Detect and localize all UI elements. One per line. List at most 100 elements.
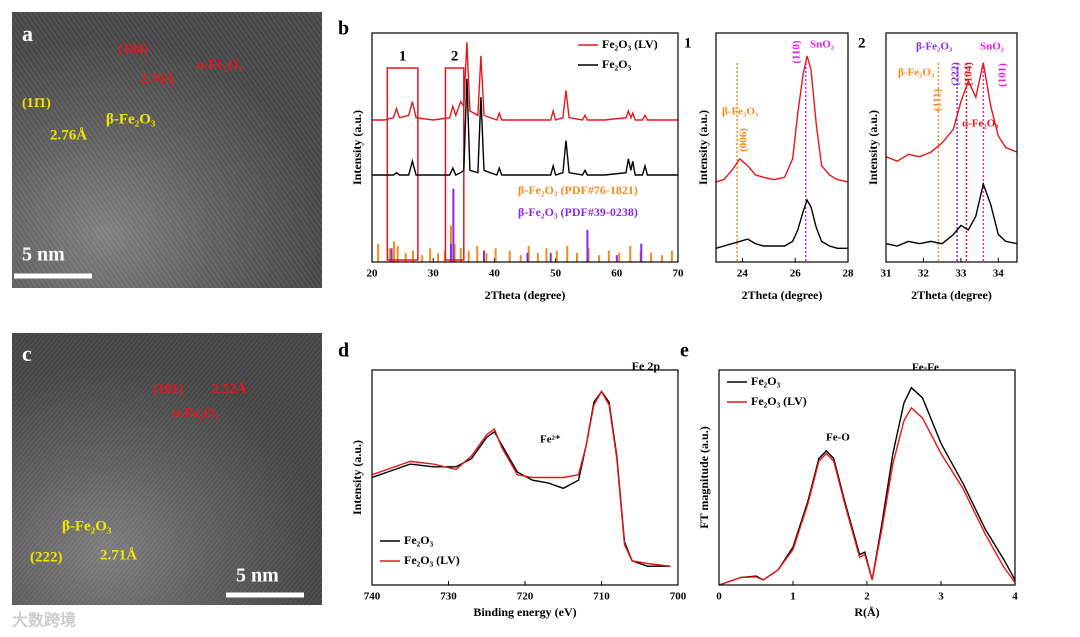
legend-label: Fe₂O₃ (LV) (404, 553, 460, 567)
tem-image-c (12, 333, 322, 605)
x-axis-label: 2Theta (degree) (911, 288, 992, 302)
chart-title: Fe 2p (632, 359, 661, 373)
annotation: (111) (932, 88, 944, 111)
x-tick-label: 700 (670, 591, 687, 603)
image-annotation: β-Fe₂O₃ (106, 111, 156, 127)
x-axis-label: 2Theta (degree) (742, 288, 823, 302)
x-tick-label: 720 (517, 591, 534, 603)
series-line (371, 390, 671, 567)
series-line (372, 78, 678, 176)
x-tick-label: 3 (938, 591, 944, 603)
plot-frame (885, 32, 1018, 263)
x-axis-label: R(Å) (854, 605, 879, 619)
legend-label: Fe₂O₃ (LV) (602, 37, 658, 51)
annotation: (006) (738, 128, 750, 152)
x-tick-label: 24 (737, 268, 749, 280)
image-annotation: 2.71Å (100, 547, 137, 563)
x-tick-label: 710 (593, 591, 610, 603)
image-annotation: (101) (153, 382, 184, 397)
annotation: β-Fe₂O₃ (916, 41, 953, 53)
image-annotation: 2.76Å (50, 127, 87, 143)
x-tick-label: 4 (1012, 591, 1018, 603)
annotation: β-Fe₂O₃ (722, 106, 759, 118)
annotation: (101) (997, 63, 1009, 87)
x-tick-label: 70 (673, 268, 685, 280)
image-annotation: 5 nm (236, 565, 279, 587)
reference-label: β-Fe₂O₃ (PDF#76-1821) (518, 183, 638, 197)
plot-frame (718, 369, 1016, 586)
series-line (718, 406, 1016, 586)
panel-label: d (338, 340, 349, 362)
annotation: Fe-O (826, 432, 850, 444)
x-tick-label: 26 (790, 268, 802, 280)
x-tick-label: 28 (843, 268, 855, 280)
image-annotation: 5 nm (22, 244, 65, 266)
annotation: (110) (791, 40, 803, 64)
x-tick-label: 31 (881, 268, 892, 280)
y-axis-label: Intensity (a.u.) (350, 110, 364, 185)
panel-label: e (680, 340, 689, 362)
image-annotation: α-Fe₂O₃ (196, 58, 243, 73)
x-tick-label: 34 (993, 268, 1005, 280)
annotation: (222) (950, 62, 962, 86)
annotation: SnO₂ (980, 41, 1005, 53)
x-tick-label: 730 (440, 591, 457, 603)
legend-label: Fe₂O₃ (LV) (751, 394, 807, 408)
image-annotation: (104) (118, 42, 149, 57)
annotation: α-Fe₂O₃ (962, 118, 999, 130)
series-line (718, 386, 1016, 586)
y-axis-label: Intensity (a.u.) (866, 110, 880, 185)
legend-label: Fe₂O₃ (602, 57, 632, 71)
series-line (372, 42, 678, 121)
annotation: Fe²⁺ (540, 434, 561, 446)
y-axis-label: Intensity (a.u.) (696, 110, 710, 185)
highlight-label: 2 (451, 48, 459, 64)
image-annotation: α-Fe₂O₃ (172, 406, 219, 421)
x-tick-label: 0 (716, 591, 722, 603)
x-tick-label: 2 (864, 591, 870, 603)
panel-label: 2 (858, 35, 866, 51)
series-line (885, 62, 1018, 162)
image-annotation: (11̄1) (22, 96, 51, 111)
annotation: (104) (963, 62, 975, 86)
image-annotation: 2.70Å (140, 71, 176, 87)
highlight-box (444, 67, 465, 261)
x-tick-label: 740 (364, 591, 381, 603)
legend-label: Fe₂O₃ (751, 374, 781, 388)
x-tick-label: 40 (489, 268, 501, 280)
highlight-box (386, 67, 419, 261)
image-annotation: β-Fe₂O₃ (62, 518, 112, 534)
x-axis-label: Binding energy (eV) (473, 605, 576, 619)
annotation: Fe-Fe (912, 362, 939, 374)
x-tick-label: 1 (790, 591, 796, 603)
x-tick-label: 60 (611, 268, 623, 280)
legend-label: Fe₂O₃ (404, 533, 434, 547)
series-line (715, 198, 848, 249)
tem-image-a (12, 12, 322, 288)
series-line (715, 55, 849, 183)
x-tick-label: 32 (918, 268, 930, 280)
image-annotation: 2.52Å (212, 381, 248, 397)
panel-label: a (22, 21, 33, 46)
panel-label: 1 (684, 35, 692, 51)
y-axis-label: Intensity (a.u.) (350, 440, 364, 515)
panel-label: c (22, 341, 32, 366)
reference-label: β-Fe₂O₃ (PDF#39-0238) (518, 205, 638, 219)
x-axis-label: 2Theta (degree) (485, 288, 566, 302)
panel-label: b (338, 18, 349, 40)
image-annotation: (222) (30, 549, 63, 565)
plot-frame (371, 32, 679, 263)
x-tick-label: 50 (550, 268, 562, 280)
series-line (885, 181, 1018, 247)
x-tick-label: 30 (428, 268, 440, 280)
y-axis-label: FT magnitude (a.u.) (697, 426, 711, 528)
x-tick-label: 20 (367, 268, 379, 280)
plot-frame (371, 369, 679, 586)
highlight-label: 1 (399, 48, 407, 64)
annotation: β-Fe₂O₃ (898, 67, 935, 79)
plot-frame (715, 32, 849, 263)
x-tick-label: 33 (955, 268, 967, 280)
watermark: 大数跨境 (12, 611, 76, 630)
annotation: SnO₂ (810, 39, 835, 51)
